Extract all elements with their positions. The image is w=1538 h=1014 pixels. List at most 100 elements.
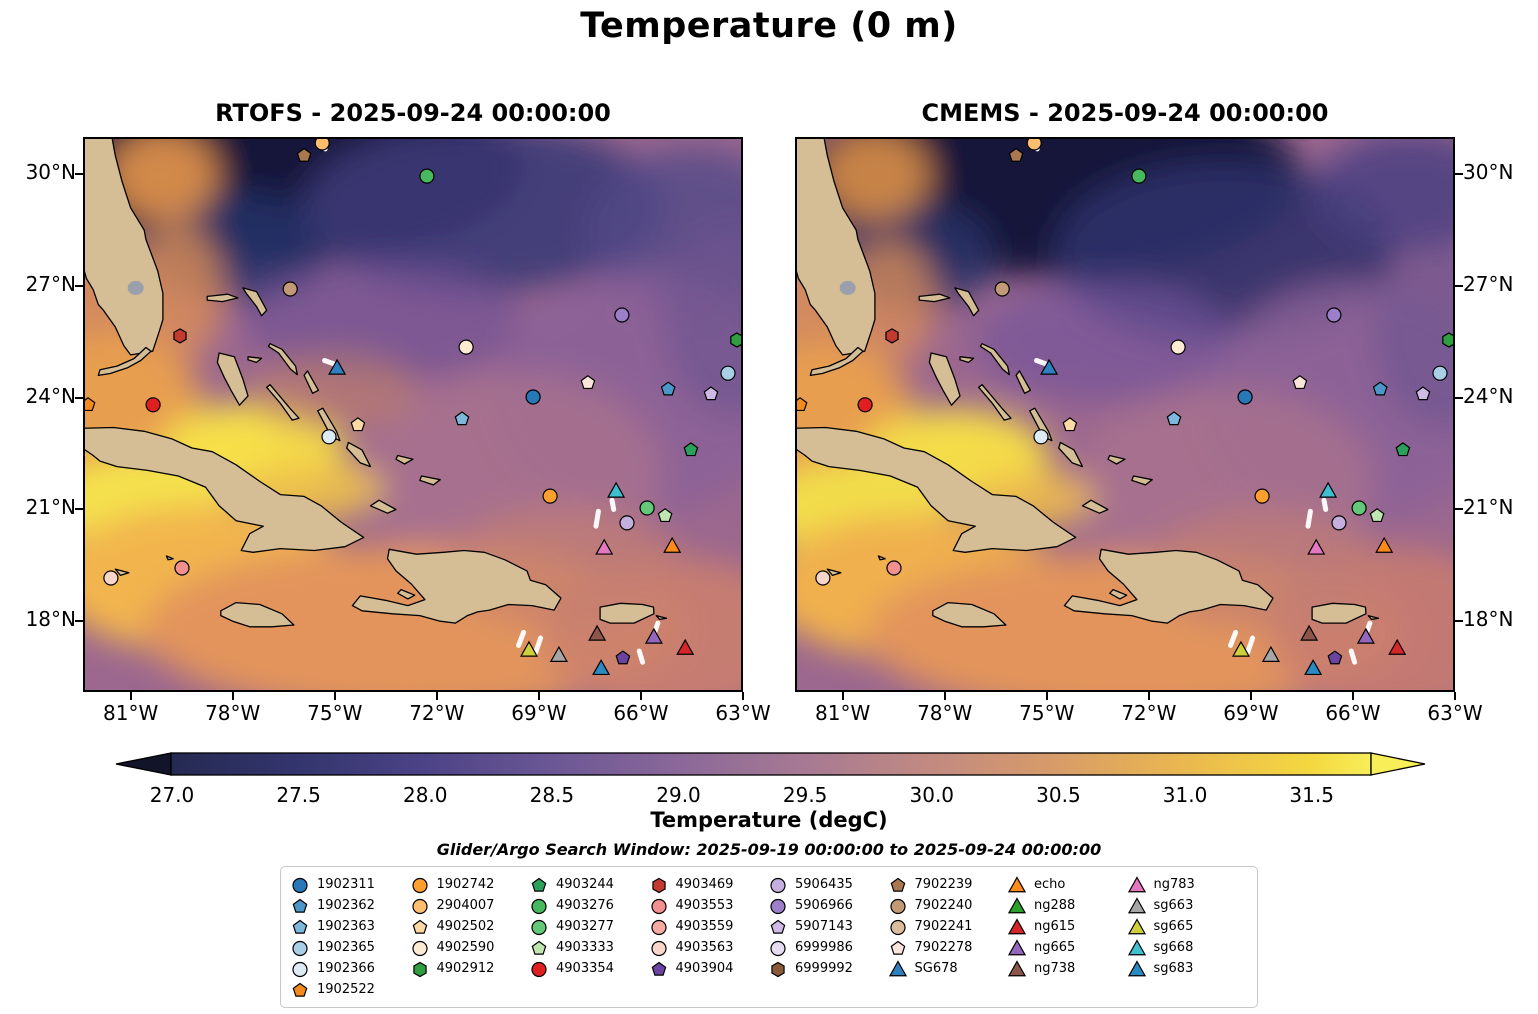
x-tick-label: 63°W [715,701,771,725]
6999986-marker-icon [770,940,786,956]
legend-item-label: SG678 [914,961,958,976]
panel-title-rtofs: RTOFS - 2025-09-24 00:00:00 [215,99,611,127]
y-tick [1455,396,1463,399]
float-marker-4903244 [683,442,699,457]
legend-item-label: 4903354 [556,961,614,976]
float-marker-4903553 [174,560,190,576]
legend-column: 1902742 2904007 4902502 4902590 4902912 [411,874,531,979]
legend-item-label: 1902522 [317,982,375,997]
float-marker-sg665 [1231,640,1251,657]
colorbar [115,752,1426,776]
x-tick [1045,692,1048,700]
x-tick-label: 78°W [205,701,261,725]
legend-column: 1902311 1902362 1902363 1902365 1902366 19025… [291,874,411,1000]
legend-item-label: 4903276 [556,898,614,913]
float-marker-4902590 [1170,339,1186,355]
legend-item-label: ng288 [1034,898,1076,913]
legend-item-ng783: ng783 [1127,874,1248,895]
y-tick-label-left: 21°N [25,495,76,520]
legend-item-label: 4903244 [556,877,614,892]
legend-item-label: 2904007 [436,898,495,913]
legend-item-label: 6999992 [795,961,853,976]
legend-item-sg683: sg683 [1127,958,1248,979]
float-markers [795,137,1455,676]
legend-item-label: 5906435 [795,877,853,892]
float-marker-1902363 [1166,411,1182,426]
7902278-marker-icon [890,940,905,955]
legend-item-7902240: 7902240 [889,895,1009,916]
legend-item-echo: echo [1008,874,1128,895]
float-marker-ng665 [644,627,663,644]
legend-item-7902278: 7902278 [889,937,1009,958]
legend-item-sg665: sg665 [1127,916,1248,937]
x-tick-label: 75°W [307,701,363,725]
legend-item-1902363: 1902363 [291,916,411,937]
legend-item-label: ng783 [1153,877,1195,892]
float-marker-7902239 [1008,147,1024,162]
float-marker-ng738 [1300,624,1319,641]
x-tick [435,692,438,700]
float-marker-4902502 [350,417,366,432]
1902363-marker-icon [292,919,308,934]
legend-item-label: 4902590 [436,940,495,955]
legend-item-ng615: ng615 [1008,916,1128,937]
float-marker-ng615 [1388,638,1407,655]
legend-item-label: 4903277 [556,919,614,934]
temperature-field [83,137,743,692]
4902502-marker-icon [412,919,427,934]
4903277-marker-icon [531,919,547,935]
legend-item-sg663: sg663 [1127,895,1248,916]
legend-column: 5906435 5906966 5907143 6999986 6999992 [769,874,889,979]
legend-item-label: 1902742 [436,877,495,892]
y-tick [1455,508,1463,511]
lake-okeechobee [839,280,856,295]
legend-item-ng665: ng665 [1008,937,1128,958]
legend-item-label: 1902366 [317,961,375,976]
float-marker-7902240 [994,281,1010,297]
y-tick-label-left: 18°N [25,607,76,632]
1902365-marker-icon [292,940,308,956]
legend-item-label: 4903563 [675,940,734,955]
y-tick-label-left: 30°N [25,160,76,185]
float-marker-1902365 [1432,365,1448,381]
legend-item-7902239: 7902239 [889,874,1009,895]
legend-item-label: sg665 [1153,919,1194,934]
legend-column: ng783 sg663 sg665 sg668 sg683 [1127,874,1248,979]
colorbar-tick-label: 29.5 [782,783,828,807]
legend-item-4903276: 4903276 [530,895,650,916]
legend-item-4903469: 4903469 [650,874,770,895]
float-marker-7902278 [580,375,596,390]
2904007-marker-icon [411,898,428,914]
legend-item-6999986: 6999986 [769,937,889,958]
float-marker-1902362 [1372,381,1388,396]
legend-item-label: echo [1034,877,1066,892]
legend-item-label: 1902363 [317,919,375,934]
legend-item-label: 1902311 [317,877,375,892]
colorbar-gradient [170,752,1372,776]
float-marker-4903553 [886,560,902,576]
float-marker-4903354 [145,397,161,413]
float-marker-5906966 [614,307,630,323]
float-marker-echo [663,536,682,553]
legend-item-label: sg683 [1153,961,1194,976]
4903553-marker-icon [650,898,667,914]
colorbar-tick-label: 31.0 [1162,783,1208,807]
lake-okeechobee [127,280,144,295]
float-marker-4903469 [885,328,899,344]
float-marker-4903333 [657,508,673,523]
colorbar-tick-label: 30.0 [909,783,955,807]
float-marker-sg665 [519,640,539,657]
legend-item-label: 5906966 [795,898,853,913]
coastlines [83,137,668,628]
legend-item-label: 4903553 [675,898,734,913]
float-marker-4903244 [1395,442,1411,457]
y-tick [75,284,83,287]
float-marker-sg668 [1319,481,1338,498]
x-tick-label: 69°W [1223,701,1279,725]
echo-marker-icon [1008,875,1026,892]
4903333-marker-icon [531,940,547,955]
map-cmems [795,137,1455,692]
float-marker-sg663 [549,645,568,662]
4903276-marker-icon [531,898,547,914]
y-tick-label-left: 24°N [25,383,76,408]
